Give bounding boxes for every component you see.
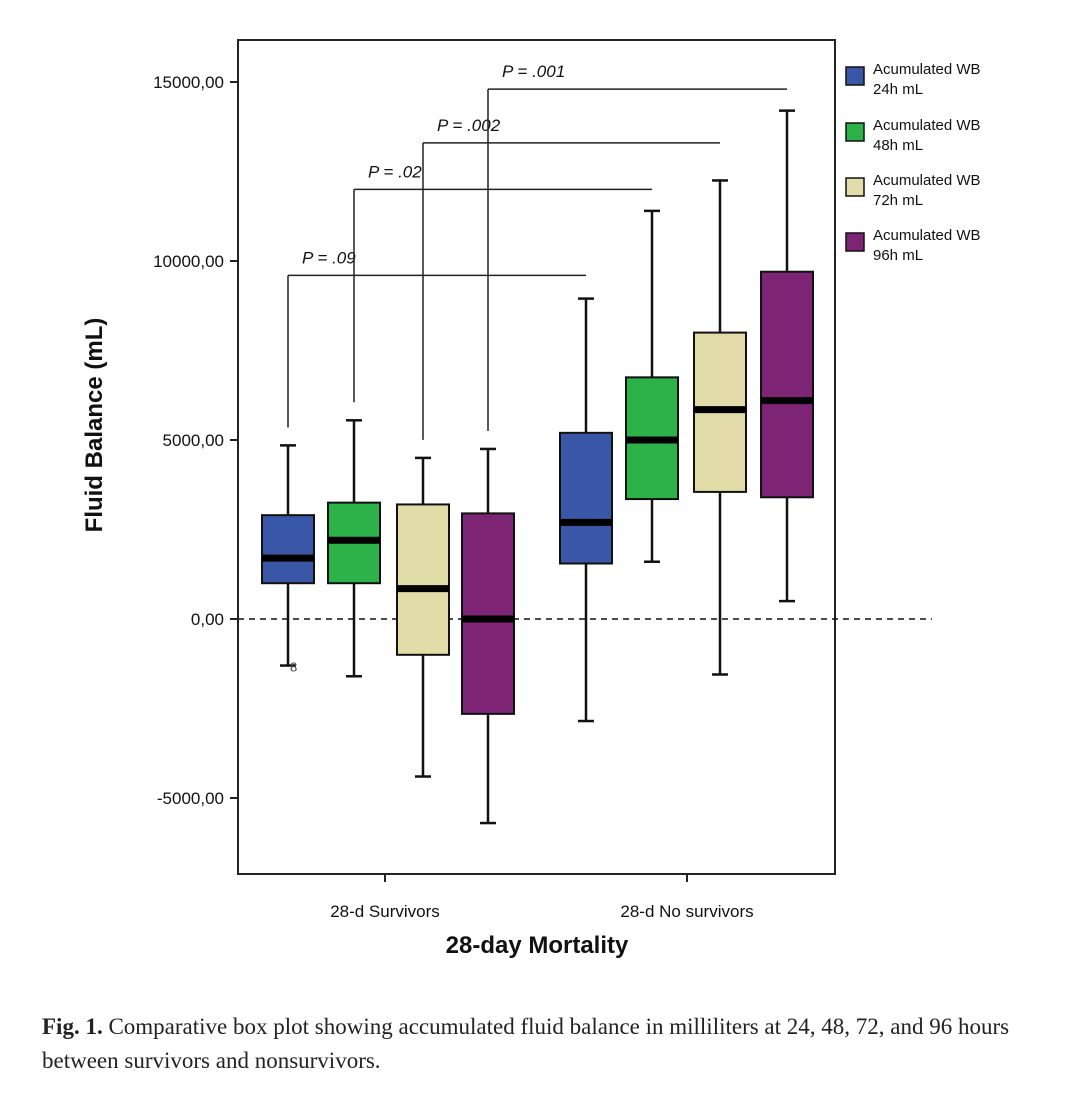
- legend-label-line1: Acumulated WB: [873, 227, 981, 244]
- legend-label-line2: 72h mL: [873, 192, 923, 209]
- legend-label-line1: Acumulated WB: [873, 117, 981, 134]
- legend-swatch: [845, 232, 865, 252]
- legend-swatch: [845, 66, 865, 86]
- box-iqr: [760, 270, 814, 499]
- x-tick-label: 28-d No survivors: [620, 902, 753, 921]
- y-tick-label: 0,00: [191, 610, 224, 629]
- y-tick-label: -5000,00: [157, 789, 224, 808]
- x-axis-label: 28-day Mortality: [446, 932, 629, 959]
- y-tick-label: 10000,00: [153, 252, 224, 271]
- y-tick-label: 5000,00: [163, 431, 224, 450]
- box-plot-chart: -5000,00 0,00 5000,00 10000,00 15000,00 28-d …: [81, 39, 981, 959]
- legend-swatch: [845, 177, 865, 197]
- box-iqr: [559, 431, 613, 565]
- p-value-label: P = .02: [368, 162, 422, 181]
- figure-caption: Fig. 1. Comparative box plot showing acc…: [42, 1010, 1052, 1078]
- legend-label-line1: Acumulated WB: [873, 172, 981, 189]
- box-iqr: [261, 514, 315, 585]
- box-iqr: [396, 503, 450, 656]
- outlier-label: 8: [290, 659, 297, 674]
- legend-label-line2: 96h mL: [873, 247, 923, 264]
- y-tick-label: 15000,00: [153, 73, 224, 92]
- caption-label: Fig. 1.: [42, 1014, 103, 1039]
- caption-text: Comparative box plot showing accumulated…: [42, 1014, 1010, 1073]
- p-value-label: P = .001: [502, 62, 565, 81]
- p-value-label: P = .002: [437, 116, 501, 135]
- x-tick-label: 28-d Survivors: [330, 902, 440, 921]
- y-axis-label: Fluid Balance (mL): [81, 318, 108, 533]
- legend-label-line1: Acumulated WB: [873, 61, 981, 78]
- plot-frame: [237, 39, 836, 875]
- legend-swatch: [845, 122, 865, 142]
- box-iqr: [461, 512, 515, 715]
- legend-label-line2: 48h mL: [873, 137, 923, 154]
- p-value-label: P = .09: [302, 248, 356, 267]
- legend-label-line2: 24h mL: [873, 81, 923, 98]
